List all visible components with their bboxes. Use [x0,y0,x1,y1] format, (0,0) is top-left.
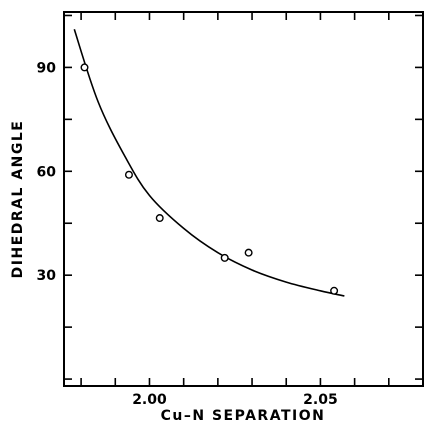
x-tick-label-1: 2.05 [303,392,338,408]
data-points [81,64,337,294]
y-axis-label: DIHEDRAL ANGLE [10,120,26,279]
tick-labels: 2.00 2.05 30 60 90 [37,60,338,408]
fit-curve [74,29,344,296]
data-point-1 [126,171,133,178]
x-axis-label: Cu–N SEPARATION [161,408,326,424]
data-point-3 [221,255,228,262]
data-point-0 [81,64,88,71]
data-point-5 [331,287,338,294]
data-point-4 [245,249,252,256]
y-tick-label-2: 90 [37,60,57,76]
plot-frame [64,12,423,386]
data-point-2 [156,215,163,222]
y-tick-label-0: 30 [37,268,57,284]
ticks [64,12,423,386]
x-tick-label-0: 2.00 [132,392,167,408]
y-tick-label-1: 60 [37,164,57,180]
